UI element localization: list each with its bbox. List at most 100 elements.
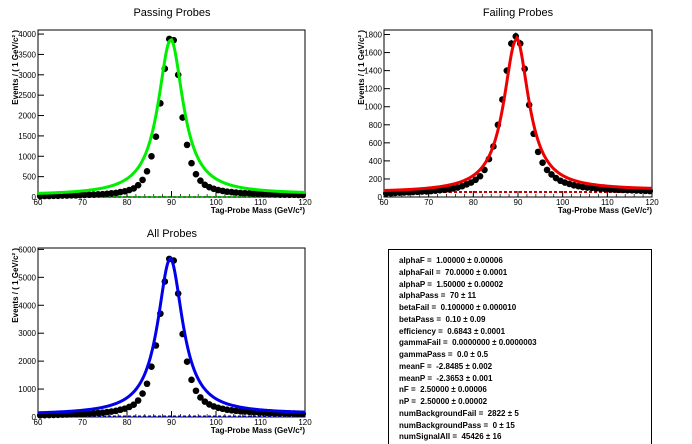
x-tick-label: 90 [514,198,523,207]
data-point [192,170,200,178]
data-point [183,358,191,365]
data-point [539,159,546,166]
chart-title: Failing Probes [483,7,554,19]
x-tick-label: 80 [469,198,478,207]
x-tick-label: 100 [556,198,570,207]
y-tick-label: 1600 [364,49,382,58]
param-row: alphaP = 1.50000 ± 0.00002 [399,279,504,289]
y-tick-label: 200 [369,175,383,184]
data-point [152,133,160,141]
param-row: numBackgroundFail = 2822 ± 5 [399,408,519,418]
x-axis-label: Tag-Probe Mass (GeV/c²) [211,206,305,215]
y-tick-label: 1800 [364,31,382,40]
y-tick-label: 800 [369,121,383,130]
x-tick-label: 70 [78,418,87,427]
y-tick-label: 500 [23,173,37,182]
fit-curve [37,256,306,415]
y-tick-label: 0 [378,193,383,202]
y-tick-label: 3000 [18,329,36,338]
data-point [534,148,542,156]
y-tick-label: 1400 [364,67,382,76]
param-row: numSignalAll = 45426 ± 16 [399,432,502,442]
data-point [197,394,204,401]
y-tick-label: 1000 [18,385,36,394]
x-tick-label: 110 [254,198,267,207]
x-tick-label: 70 [424,198,433,207]
y-tick-label: 0 [32,413,37,422]
data-point [143,168,151,175]
data-point [148,363,155,371]
plot-frame [37,29,306,198]
y-tick-label: 3000 [18,71,36,80]
param-row: alphaFail = 70.0000 ± 0.0001 [399,267,508,277]
plot-frame [37,247,306,418]
x-tick-label: 110 [254,418,267,427]
param-row: gammaPass = 0.0 ± 0.5 [399,350,489,359]
chart-panel-3: All Probes 60 70 80 90 100 110 120 0 1000 2000 3000… [11,228,312,435]
y-tick-label: 3500 [18,50,36,59]
x-tick-label: 100 [209,418,223,427]
data-point [543,166,551,174]
param-row: nF = 2.50000 ± 0.00006 [399,385,487,395]
x-tick-label: 80 [123,418,132,427]
x-tick-label: 120 [298,418,312,427]
data-point [130,401,137,409]
y-tick-label: 4000 [18,30,36,39]
y-tick-label: 1500 [18,132,36,141]
y-tick-label: 1000 [364,103,382,112]
chart-title: Passing Probes [133,7,211,19]
y-tick-label: 2000 [18,357,36,366]
data-point [148,152,155,160]
param-row: efficiency = 0.6843 ± 0.0001 [399,326,506,336]
y-tick-label: 5000 [18,273,36,282]
fit-curve [37,37,306,195]
y-tick-label: 2500 [18,91,36,100]
param-row: meanF = -2.8485 ± 0.002 [399,361,493,371]
y-tick-label: 1000 [18,152,36,161]
data-point [192,387,200,395]
data-point [183,141,191,149]
plot-frame [383,29,653,198]
data-point [188,376,195,384]
y-tick-label: 400 [369,157,383,166]
x-tick-label: 90 [167,418,176,427]
data-point [548,171,555,178]
x-tick-label: 60 [34,418,43,427]
fit-curve [383,34,653,192]
y-axis-label: Events / ( 1 GeV/c² ) [357,30,366,105]
x-tick-label: 90 [167,198,176,207]
fit-parameters-box: alphaF = 1.00000 ± 0.00006 alphaFail = 70… [388,249,652,444]
chart-panel-1: Passing Probes 60 70 80 90 100 110 120 0 500 1000 1… [11,7,312,215]
chart-title: All Probes [147,228,198,240]
data-point [472,176,479,184]
x-tick-label: 110 [601,198,614,207]
data-point [134,397,142,404]
data-point [476,172,484,180]
param-row: nP = 2.50000 ± 0.00002 [399,397,488,406]
param-row: meanP = -2.3653 ± 0.001 [399,373,493,383]
x-axis-label: Tag-Probe Mass (GeV/c²) [558,206,652,215]
y-tick-label: 2000 [18,112,36,121]
data-point [134,181,142,189]
x-axis-label: Tag-Probe Mass (GeV/c²) [211,426,305,435]
y-tick-label: 6000 [18,245,36,254]
param-row: betaPass = 0.10 ± 0.09 [399,314,486,324]
y-axis-label: Events / ( 1 GeV/c² ) [11,30,20,105]
x-tick-label: 60 [380,198,389,207]
param-row: betaFail = 0.100000 ± 0.000010 [399,303,517,312]
y-tick-label: 600 [369,139,383,148]
x-tick-label: 120 [645,198,659,207]
param-row: numBackgroundPass = 0 ± 15 [399,420,515,430]
y-tick-label: 0 [32,193,37,202]
param-row: alphaPass = 70 ± 11 [399,291,477,301]
x-tick-label: 100 [209,198,223,207]
data-point [143,380,151,388]
data-point [139,390,146,397]
data-point [188,159,195,167]
x-tick-label: 80 [123,198,132,207]
x-tick-label: 60 [34,198,43,207]
data-point [197,177,204,185]
x-tick-label: 120 [298,198,312,207]
data-point [139,176,146,184]
param-row: gammaFail = 0.0000000 ± 0.0000003 [399,338,537,348]
